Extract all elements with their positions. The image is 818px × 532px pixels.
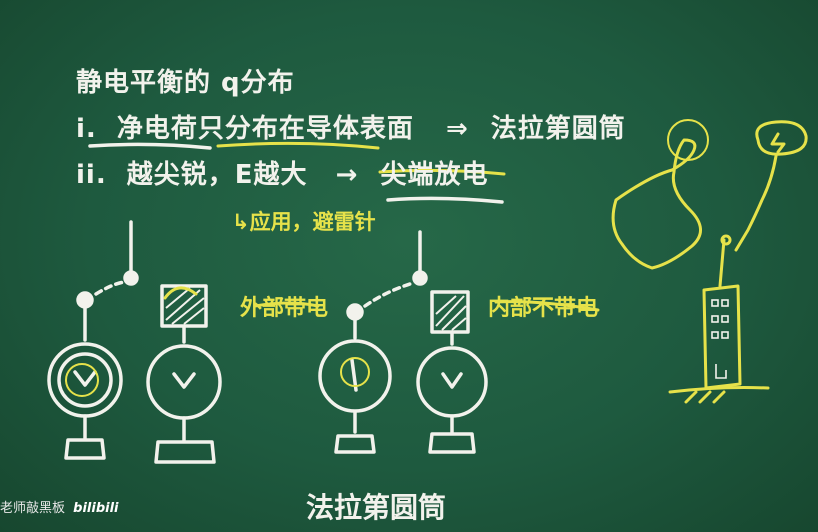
bottom-title: 法拉第圆筒 <box>306 491 447 524</box>
point-one: i. 净电荷只分布在导体表面 ⇒ 法拉第圆筒 <box>76 108 626 145</box>
point-one-statement: 净电荷只分布在导体表面 <box>116 114 414 144</box>
point-two: ii. 越尖锐，E越大 → 尖端放电 <box>76 154 488 191</box>
watermark: 老师敲黑板 bilibili <box>0 497 119 516</box>
label-outer-charged: 外部带电 <box>240 296 329 321</box>
board-heading: 静电平衡的 q分布 <box>76 68 295 98</box>
point-two-arrow: → <box>335 160 359 190</box>
label-inner-uncharged: 内部不带电 <box>488 296 599 321</box>
bilibili-logo: bilibili <box>73 501 119 516</box>
point-one-result: 法拉第圆筒 <box>490 114 626 144</box>
point-two-result: 尖端放电 <box>380 160 489 190</box>
watermark-text: 老师敲黑板 <box>0 501 66 516</box>
point-two-statement: 越尖锐，E越大 <box>126 160 308 190</box>
point-two-number: ii. <box>76 160 107 190</box>
point-one-arrow: ⇒ <box>445 114 469 144</box>
point-one-number: i. <box>76 114 97 144</box>
application-note: ↳应用，避雷针 <box>232 210 376 234</box>
